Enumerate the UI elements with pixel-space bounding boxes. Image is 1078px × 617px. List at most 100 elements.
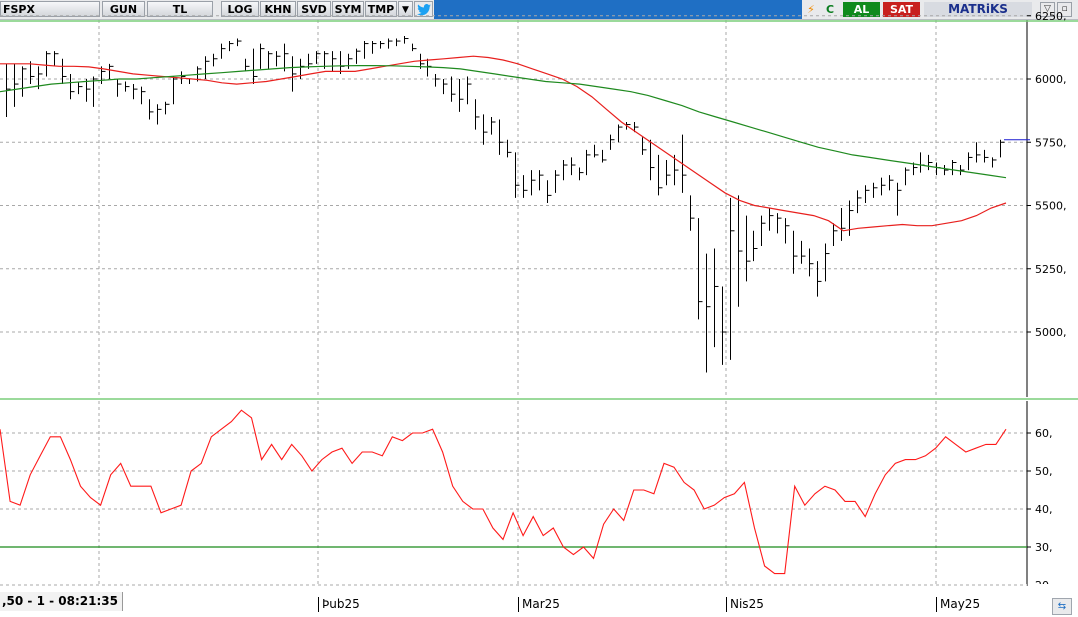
sym-button[interactable]: SYM <box>332 1 364 17</box>
price-bar <box>412 43 417 52</box>
price-bar <box>443 79 448 95</box>
price-bar <box>571 157 576 176</box>
price-bar <box>22 66 27 97</box>
price-bar <box>594 144 599 158</box>
price-bar <box>976 142 981 163</box>
price-bar <box>801 240 806 264</box>
price-bar <box>753 230 758 262</box>
price-bar <box>841 208 846 241</box>
price-bar <box>674 154 679 186</box>
price-bar <box>141 86 146 105</box>
status-readout: ,50 - 1 - 08:21:35 <box>0 592 123 611</box>
rsi-tick-label: 30, <box>1035 541 1053 554</box>
gun-button[interactable]: GUN <box>102 1 145 17</box>
price-bar <box>897 182 902 216</box>
price-bar <box>515 152 520 198</box>
price-bar <box>86 79 91 102</box>
price-bar <box>459 79 464 112</box>
refresh-button[interactable]: C <box>821 2 839 17</box>
price-bar <box>229 41 234 52</box>
price-bar <box>960 165 965 176</box>
rsi-axis-mask <box>1028 584 1078 590</box>
tl-button[interactable]: TL <box>147 1 213 17</box>
price-bar <box>777 213 782 234</box>
price-bar <box>650 139 655 181</box>
price-bar <box>610 134 615 150</box>
rsi-line <box>0 409 1007 575</box>
price-bar <box>881 177 886 196</box>
buy-button[interactable]: AL <box>843 2 880 17</box>
price-bar <box>467 76 472 105</box>
price-bar <box>380 41 385 49</box>
lightning-icon[interactable]: ⚡ <box>803 2 819 17</box>
x-label-may: May25 <box>936 597 980 612</box>
price-bar <box>769 208 774 231</box>
price-bar <box>666 159 671 186</box>
price-tick-label: 5250, <box>1035 263 1067 276</box>
svd-button[interactable]: SVD <box>297 1 331 17</box>
price-bar <box>253 48 258 85</box>
tmp-button[interactable]: TMP <box>365 1 397 17</box>
price-bar <box>101 66 106 85</box>
price-bar <box>14 63 19 107</box>
price-bar <box>133 84 138 100</box>
price-bar <box>109 63 114 79</box>
x-label-mar: Mar25 <box>518 597 560 612</box>
price-bar <box>825 243 830 282</box>
price-tick-label: 6000, <box>1035 73 1067 86</box>
price-bar <box>642 137 647 155</box>
rsi-tick-label: 40, <box>1035 503 1053 516</box>
price-bar <box>738 195 743 307</box>
matriks-logo: MATRiKS <box>924 2 1032 17</box>
log-button[interactable]: LOG <box>221 1 259 17</box>
toolbar-blue-area <box>434 0 802 19</box>
price-bar <box>889 175 894 191</box>
price-bar <box>523 175 528 198</box>
x-label-apr: Nis25 <box>726 597 764 612</box>
price-bar <box>435 73 440 87</box>
price-bar <box>364 41 369 59</box>
price-bar <box>276 51 281 67</box>
dropdown-icon[interactable]: ▼ <box>398 1 413 17</box>
price-bar <box>547 180 552 203</box>
symbol-field[interactable]: FSPX <box>0 1 100 17</box>
price-bar <box>952 159 957 176</box>
price-bar <box>865 185 870 203</box>
sell-button[interactable]: SAT <box>883 2 920 17</box>
toolbar: FSPX GUN TL LOG KHN SVD SYM TMP ▼ ⚡ C AL… <box>0 0 1078 20</box>
price-bar <box>706 253 711 373</box>
restore-icon[interactable]: ▽ <box>1040 2 1055 17</box>
price-bar <box>761 215 766 246</box>
price-bar <box>38 66 43 90</box>
x-label-feb: Þub25 <box>318 597 360 612</box>
ma-fast-line <box>0 55 1007 232</box>
price-bar <box>348 53 353 69</box>
price-bar <box>125 81 130 92</box>
price-bar <box>793 230 798 274</box>
twitter-icon[interactable] <box>414 1 433 17</box>
khn-button[interactable]: KHN <box>260 1 296 17</box>
price-bar <box>78 81 83 95</box>
price-bar <box>730 197 735 360</box>
settings-icon[interactable]: ⇆ <box>1052 598 1072 615</box>
price-bar <box>531 170 536 196</box>
price-tick-label: 5000, <box>1035 326 1067 339</box>
price-bar <box>658 154 663 196</box>
price-bar <box>93 76 98 107</box>
price-bar <box>579 167 584 181</box>
price-bar <box>213 53 218 67</box>
price-bar <box>833 223 838 246</box>
price-bar <box>372 41 377 54</box>
price-panel: 6250, 6000, 5750, 5500, 5250, 5000, <box>0 10 1078 400</box>
price-bar <box>722 286 727 365</box>
price-bar <box>70 73 75 100</box>
price-bar <box>451 76 456 102</box>
price-bar <box>555 170 560 193</box>
price-bar <box>928 154 933 171</box>
price-bar <box>427 58 432 77</box>
price-bar <box>785 218 790 244</box>
price-bar <box>189 78 194 85</box>
minimize-icon[interactable]: ▫ <box>1057 2 1072 17</box>
price-bar <box>936 162 941 176</box>
price-bar <box>714 248 719 348</box>
